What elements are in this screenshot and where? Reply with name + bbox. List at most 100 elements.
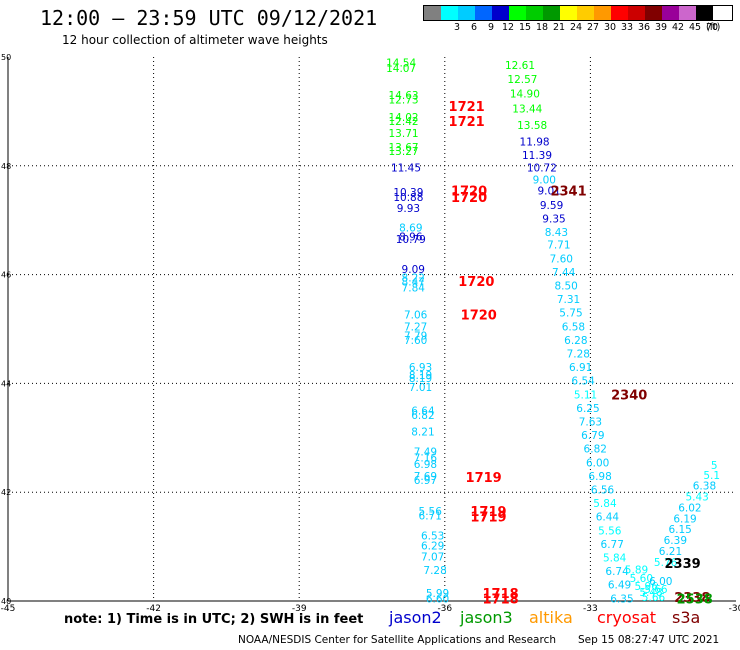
color-scale-label: 12 — [502, 22, 515, 33]
track-time-label: 1719 — [466, 471, 502, 486]
track-time-label: 1721 — [449, 100, 485, 115]
mission-label-altika: altika — [529, 608, 573, 627]
color-scale-label: 33 — [621, 22, 634, 33]
track-time-label: 2538 — [677, 592, 713, 607]
page-title: 12:00 – 23:59 UTC 09/12/2021 — [40, 6, 378, 30]
y-tick-label: 50 — [1, 53, 11, 62]
swh-data-point: 13.58 — [517, 120, 547, 132]
color-scale-unit: (ft) — [706, 22, 721, 33]
swh-data-point: 8.22 — [402, 272, 425, 284]
track-time-label: 1719 — [470, 505, 506, 520]
swh-data-point: 9.00 — [533, 174, 556, 186]
swh-data-point: 8.47 — [402, 277, 425, 289]
color-scale-swatch — [594, 6, 611, 20]
swh-data-point: 6.64 — [411, 406, 435, 418]
color-scale-label: 9 — [488, 22, 495, 33]
swh-data-point: 5.76 — [654, 557, 678, 569]
swh-data-point: 10.72 — [527, 162, 557, 174]
color-scale-swatch — [543, 6, 560, 20]
swh-data-point: 6.29 — [421, 541, 444, 553]
swh-data-point: 7.16 — [414, 452, 438, 464]
swh-data-point: 6.53 — [421, 531, 444, 543]
track-time-label: 1720 — [451, 184, 487, 199]
y-tick-label: 44 — [1, 379, 11, 388]
color-scale-swatch — [424, 6, 441, 20]
swh-data-point: 8.43 — [545, 227, 568, 239]
color-scale-swatch — [560, 6, 577, 20]
swh-data-point: 6.60 — [426, 593, 449, 605]
track-time-label: 2338 — [674, 591, 710, 606]
swh-data-point: 10.88 — [393, 192, 423, 204]
track-time-label: 2341 — [550, 184, 586, 199]
color-scale-label: 15 — [519, 22, 532, 33]
swh-data-point: 6.00 — [649, 576, 672, 588]
swh-data-point: 8.50 — [554, 280, 577, 292]
color-scale-label: 70 — [706, 22, 719, 33]
swh-data-point: 5.43 — [685, 492, 708, 504]
swh-data-point: 6.79 — [581, 430, 604, 442]
swh-data-point: 12.42 — [389, 116, 419, 128]
swh-data-point: 7.84 — [402, 283, 426, 295]
swh-data-point: 5.56 — [419, 506, 443, 518]
color-scale-label: 24 — [570, 22, 583, 33]
swh-data-point: 7.28 — [567, 348, 590, 360]
swh-data-point: 12.57 — [507, 74, 537, 86]
color-scale-swatch — [611, 6, 628, 20]
color-scale-swatch — [526, 6, 543, 20]
track-time-label: 2339 — [665, 557, 701, 572]
swh-data-point: 9.35 — [542, 214, 565, 226]
color-scale-legend: 3 6 9 12 15 18 21 24 27 30 33 36 39 42 45 70 (ft) — [423, 5, 733, 35]
track-time-label: 1721 — [449, 115, 485, 130]
color-scale-label: 27 — [587, 22, 600, 33]
color-scale-swatch — [628, 6, 645, 20]
swh-data-point: 8.19 — [409, 370, 432, 382]
x-tick-label: -45 — [1, 604, 16, 614]
color-scale-swatch — [662, 6, 679, 20]
swh-data-point: 8.69 — [399, 222, 422, 234]
swh-data-point: 6.44 — [596, 512, 620, 524]
swh-data-point: 6.77 — [601, 539, 624, 551]
y-tick-label: 46 — [1, 271, 11, 280]
swh-data-point: 13.71 — [389, 128, 419, 140]
swh-data-point: 11.45 — [391, 162, 421, 174]
swh-data-point: 7.60 — [550, 253, 573, 265]
swh-data-point: 7.06 — [404, 309, 428, 321]
swh-data-point: 6.35 — [610, 593, 633, 605]
x-tick-label: -33 — [583, 604, 598, 614]
swh-data-point: 5.99 — [426, 588, 449, 600]
color-scale-label: 6 — [471, 22, 478, 33]
swh-data-point: 9.09 — [402, 264, 425, 276]
swh-data-point: 5.96 — [635, 581, 659, 593]
swh-data-point: 14.90 — [510, 88, 540, 100]
swh-data-point: 6.74 — [605, 566, 629, 578]
swh-data-point: 10.39 — [393, 187, 423, 199]
color-scale-swatch — [645, 6, 662, 20]
color-scale-swatch — [577, 6, 594, 20]
color-scale-swatch — [492, 6, 509, 20]
swh-data-point: 7.44 — [552, 267, 576, 279]
swh-data-point: 6.71 — [419, 511, 442, 523]
swh-data-point: 14.02 — [389, 112, 419, 124]
swh-data-point: 7.07 — [421, 551, 444, 563]
track-time-label: 1720 — [451, 191, 487, 206]
x-tick-label: -42 — [146, 604, 161, 614]
swh-data-point: 6.00 — [586, 457, 609, 469]
swh-data-point: 13.67 — [389, 142, 419, 154]
swh-data-point: 7.69 — [414, 471, 437, 483]
swh-data-point: 5.75 — [559, 308, 582, 320]
swh-data-point: 6.39 — [664, 535, 687, 547]
color-scale-swatch — [458, 6, 475, 20]
swh-data-point: 6.15 — [668, 524, 691, 536]
swh-data-point: 6.98 — [588, 471, 611, 483]
swh-data-point: 14.54 — [386, 57, 416, 69]
track-time-label: 2340 — [611, 388, 647, 403]
track-time-label: 1720 — [458, 275, 494, 290]
swh-data-point: 5 — [711, 460, 718, 472]
color-scale-label: 42 — [672, 22, 685, 33]
color-scale-label: 39 — [655, 22, 668, 33]
swh-data-point: 5.84 — [593, 498, 617, 510]
swh-data-point: 13.27 — [389, 146, 419, 158]
track-time-label: 1720 — [461, 308, 497, 323]
color-scale-label: 45 — [689, 22, 702, 33]
